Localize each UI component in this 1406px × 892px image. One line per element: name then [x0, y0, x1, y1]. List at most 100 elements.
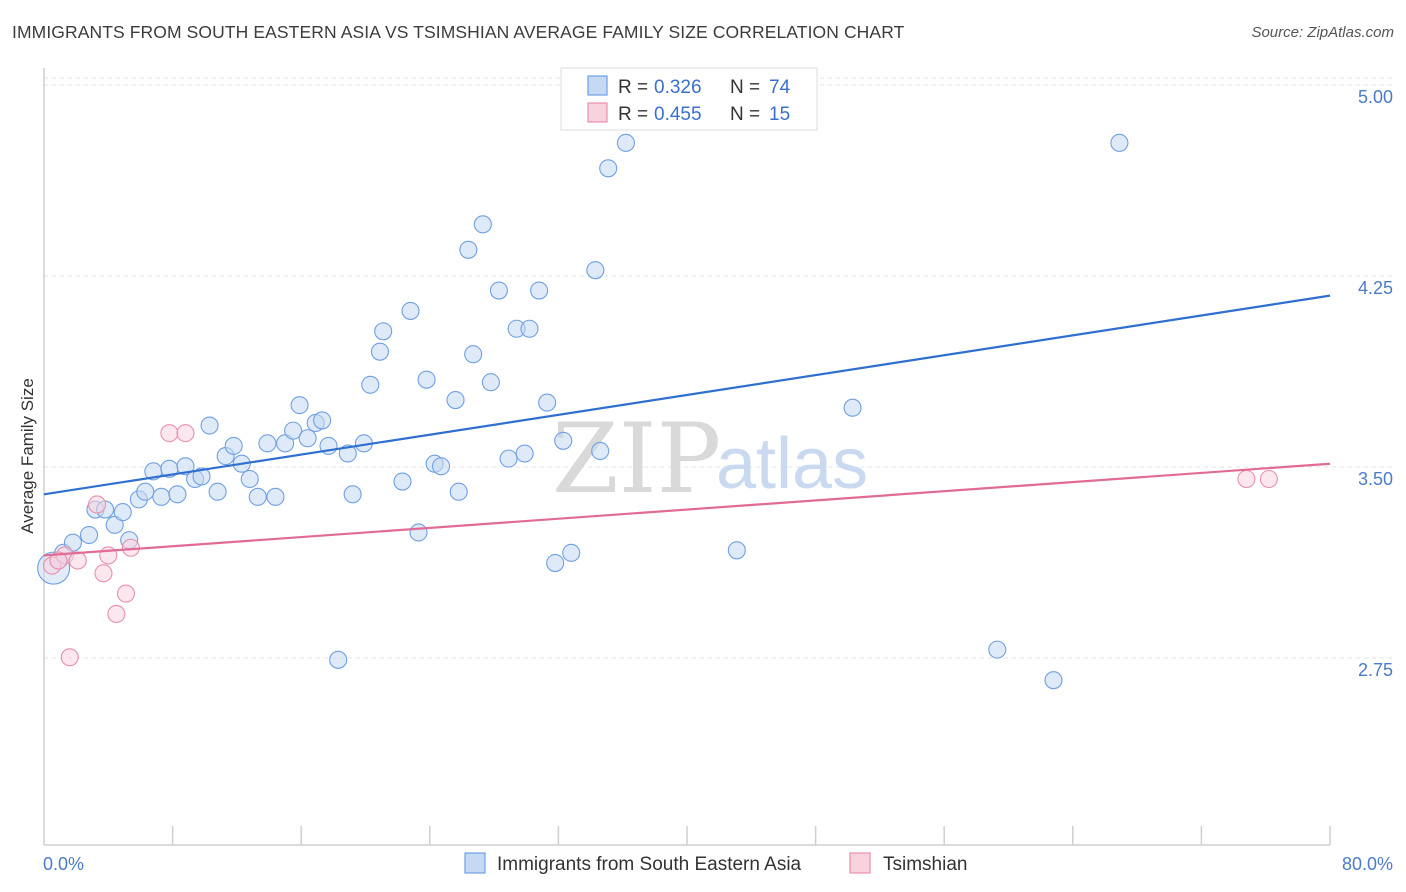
x-tick-label-0: 0.0%	[43, 854, 84, 874]
points-layer	[37, 133, 1278, 690]
series-legend: Immigrants from South Eastern Asia Tsims…	[464, 852, 967, 875]
blue-point-41	[374, 322, 393, 341]
legend-r-value-2: 0.455	[654, 104, 702, 125]
blue-point-20	[208, 482, 227, 501]
blue-point-55	[499, 449, 518, 468]
blue-point-3	[63, 533, 82, 552]
blue-point-40	[370, 342, 390, 361]
legend-n-label-1: N =	[730, 77, 760, 98]
blue-point-47	[432, 457, 451, 476]
blue-point-62	[554, 431, 573, 450]
blue-point-8	[113, 503, 132, 522]
blue-point-52	[473, 215, 492, 234]
series-legend-swatch-blue	[464, 852, 486, 874]
y-tick-label-3: 5.00	[1358, 87, 1393, 107]
pink-point-7	[107, 604, 126, 624]
blue-point-45	[417, 370, 436, 389]
blue-point-37	[343, 485, 362, 504]
blue-point-30	[290, 396, 309, 415]
legend-r-value-1: 0.326	[654, 77, 702, 98]
blue-point-15	[168, 485, 187, 504]
x-tick-label-1: 80.0%	[1342, 854, 1393, 874]
blue-point-58	[520, 319, 539, 338]
blue-point-4	[79, 525, 99, 545]
legend-r-label-1: R =	[618, 77, 648, 98]
series-legend-label-pink: Tsimshian	[883, 854, 967, 875]
series-legend-label-blue: Immigrants from South Eastern Asia	[497, 854, 802, 875]
series-legend-swatch-pink	[849, 852, 871, 874]
pink-point-5	[94, 564, 113, 583]
blue-point-48	[446, 391, 465, 410]
blue-point-60	[538, 393, 557, 412]
blue-point-51	[464, 345, 483, 364]
pink-point-13	[1259, 469, 1278, 489]
pink-point-3	[68, 551, 87, 570]
watermark-atlas: atlas	[716, 424, 868, 504]
blue-point-50	[459, 240, 478, 259]
trend-lines	[43, 294, 1331, 557]
blue-point-54	[489, 281, 508, 300]
legend-swatch-pink	[587, 102, 608, 123]
blue-trend-line	[43, 294, 1331, 496]
blue-point-65	[591, 441, 610, 461]
blue-point-19	[200, 416, 219, 435]
pink-point-10	[160, 424, 179, 443]
legend-n-value-1: 74	[769, 77, 791, 98]
legend-swatch-blue	[587, 75, 608, 96]
stats-legend: R = 0.326 N = 74 R = 0.455 N = 15	[560, 67, 818, 131]
blue-point-68	[727, 541, 746, 560]
blue-point-7	[105, 515, 124, 534]
blue-point-67	[616, 133, 635, 152]
y-axis-title: Average Family Size	[18, 378, 37, 534]
x-tick-labels: 0.0% 80.0%	[43, 854, 1393, 874]
blue-point-42	[393, 472, 412, 491]
pink-point-11	[176, 424, 195, 443]
grid-lines	[44, 77, 1392, 659]
blue-point-18	[192, 467, 211, 486]
legend-n-value-2: 15	[769, 104, 790, 125]
chart-source: Source: ZipAtlas.com	[1251, 24, 1394, 41]
blue-point-57	[515, 444, 534, 463]
blue-point-63	[562, 543, 581, 562]
pink-trend-line	[43, 462, 1331, 557]
blue-point-29	[284, 421, 303, 440]
blue-point-25	[248, 487, 267, 506]
blue-point-27	[266, 487, 285, 506]
blue-point-16	[176, 457, 195, 476]
legend-r-label-2: R =	[618, 104, 648, 125]
blue-point-43	[401, 301, 420, 320]
pink-point-12	[1237, 469, 1256, 489]
blue-point-69	[843, 398, 862, 417]
pink-point-4	[87, 495, 107, 514]
pink-point-2	[60, 648, 79, 667]
y-tick-label-0: 2.75	[1358, 660, 1393, 680]
blue-point-35	[329, 650, 348, 669]
y-tick-label-2: 4.25	[1358, 278, 1393, 298]
blue-point-31	[298, 429, 317, 448]
watermark-zip: ZIP	[552, 403, 721, 515]
blue-point-59	[530, 281, 549, 300]
pink-point-14	[49, 551, 68, 570]
blue-point-13	[152, 487, 171, 506]
blue-point-11	[136, 482, 155, 501]
blue-point-49	[449, 482, 468, 501]
blue-point-44	[409, 523, 428, 542]
chart-title: IMMIGRANTS FROM SOUTH EASTERN ASIA VS TS…	[12, 22, 905, 42]
blue-point-64	[586, 261, 605, 280]
x-minor-ticks	[171, 826, 1331, 845]
y-tick-labels: 2.75 3.50 4.25 5.00	[1358, 87, 1393, 680]
blue-point-39	[361, 375, 380, 394]
blue-point-26	[258, 434, 277, 453]
blue-point-70	[988, 640, 1007, 659]
blue-point-61	[546, 553, 565, 573]
blue-point-36	[338, 444, 357, 463]
blue-point-22	[224, 436, 243, 455]
blue-point-53	[481, 373, 500, 392]
blue-point-24	[240, 469, 259, 489]
pink-point-8	[116, 584, 136, 603]
legend-n-label-2: N =	[730, 104, 760, 125]
blue-point-28	[276, 434, 295, 453]
blue-point-72	[1110, 133, 1129, 152]
y-tick-label-1: 3.50	[1358, 469, 1393, 489]
